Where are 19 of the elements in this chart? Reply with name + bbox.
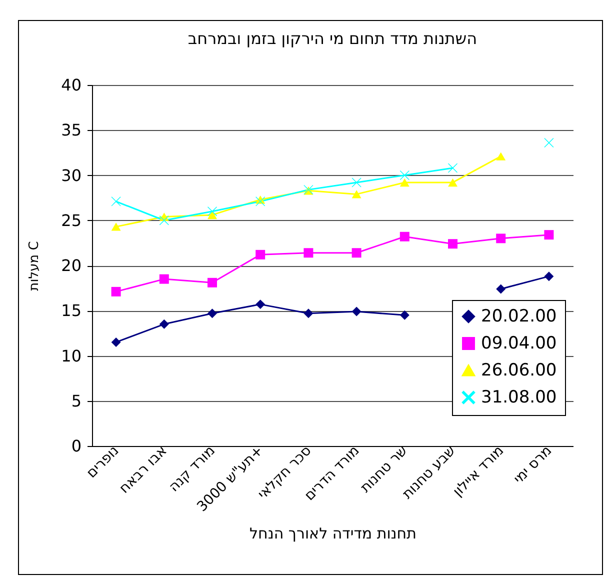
y-axis-title: מעלות C xyxy=(27,241,42,291)
legend-label: 31.08.00 xyxy=(481,388,557,408)
y-tick-label: 25 xyxy=(61,210,82,230)
y-tick-label: 40 xyxy=(61,76,82,94)
y-tick-label: 5 xyxy=(71,391,82,410)
y-tick-label: 10 xyxy=(61,346,82,366)
legend-label: 09.04.00 xyxy=(481,334,557,354)
y-tick-label: 15 xyxy=(61,301,82,320)
y-tick-label: 35 xyxy=(61,120,82,140)
y-tick-label: 30 xyxy=(61,166,82,185)
chart-title: השתנות מדד תחום מי הירקון בזמן ובמרחב xyxy=(188,29,478,48)
y-tick-label: 20 xyxy=(61,256,82,275)
point xyxy=(544,138,554,148)
y-tick-label: 0 xyxy=(71,436,82,456)
legend-label: 26.06.00 xyxy=(481,360,557,380)
x-tick-label: נופרים xyxy=(84,442,122,482)
x-tick-label: מרס ימי xyxy=(510,442,556,488)
x-axis-title: תחנות מדידה לאורך הנחל xyxy=(250,524,416,542)
legend-label: 20.02.00 xyxy=(481,306,557,326)
